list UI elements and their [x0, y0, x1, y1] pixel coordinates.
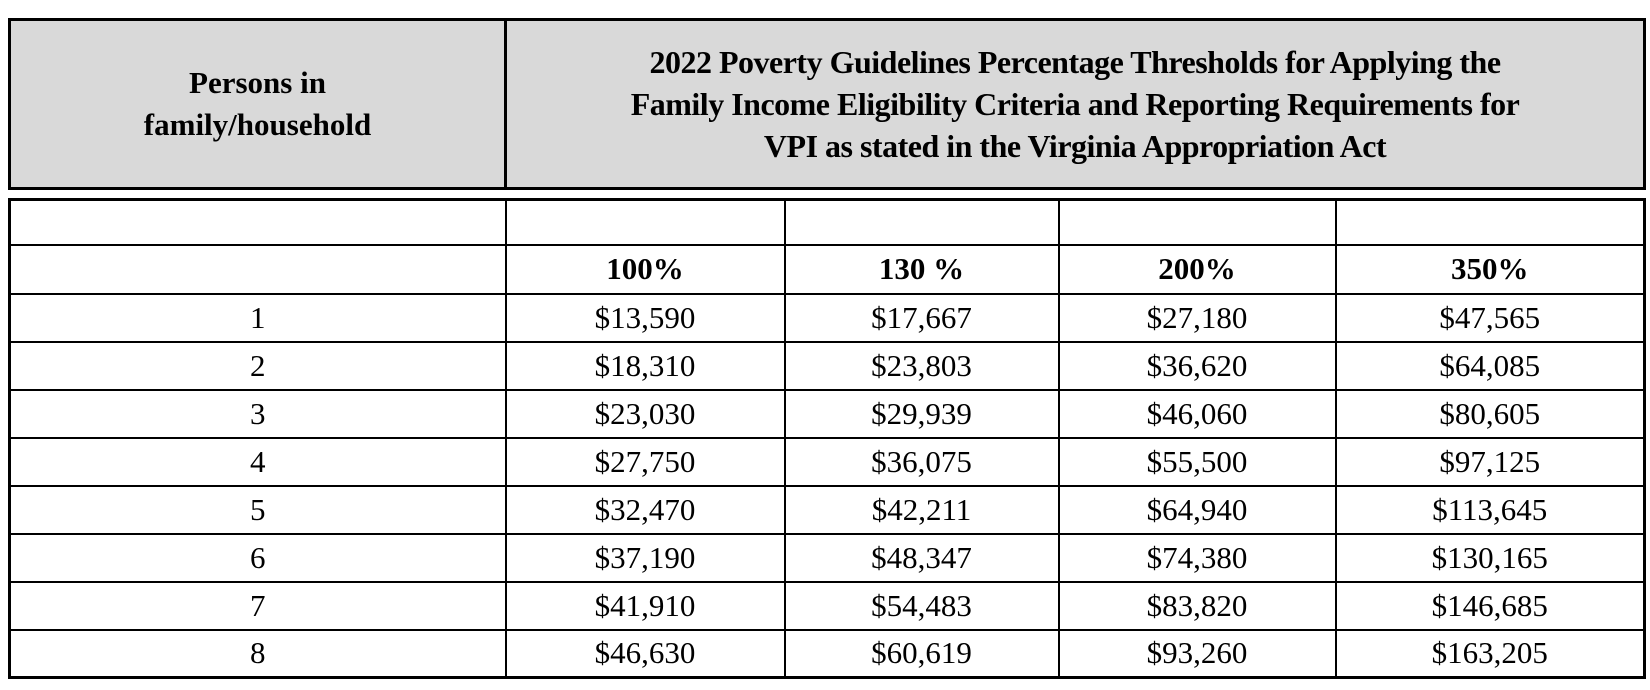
value-cell: $60,619: [783, 628, 1060, 679]
value-cell: $64,085: [1334, 340, 1646, 391]
percent-header-130: 130 %: [783, 243, 1060, 295]
persons-header-line1: Persons in: [189, 65, 326, 101]
table-row: 3 $23,030 $29,939 $46,060 $80,605: [8, 388, 1646, 439]
table-row: 7 $41,910 $54,483 $83,820 $146,685: [8, 580, 1646, 631]
persons-cell: 6: [8, 532, 507, 583]
percent-header-100: 100%: [504, 243, 786, 295]
table-row: 6 $37,190 $48,347 $74,380 $130,165: [8, 532, 1646, 583]
header-row: Persons in family/household 2022 Poverty…: [8, 18, 1646, 190]
percent-header-350: 350%: [1334, 243, 1646, 295]
persons-cell: 2: [8, 340, 507, 391]
poverty-guidelines-table: 100% 130 % 200% 350% 1 $13,590 $17,667 $…: [8, 198, 1646, 679]
table-title-cell: 2022 Poverty Guidelines Percentage Thres…: [504, 18, 1646, 190]
spacer-cell: [1057, 198, 1337, 246]
persons-cell: 3: [8, 388, 507, 439]
value-cell: $23,030: [504, 388, 786, 439]
value-cell: $46,060: [1057, 388, 1337, 439]
table-row: 1 $13,590 $17,667 $27,180 $47,565: [8, 292, 1646, 343]
value-cell: $18,310: [504, 340, 786, 391]
header-table: Persons in family/household 2022 Poverty…: [8, 18, 1646, 190]
table-row: 5 $32,470 $42,211 $64,940 $113,645: [8, 484, 1646, 535]
value-cell: $130,165: [1334, 532, 1646, 583]
table-row: 2 $18,310 $23,803 $36,620 $64,085: [8, 340, 1646, 391]
persons-header-line2: family/household: [143, 107, 372, 142]
value-cell: $27,180: [1057, 292, 1337, 343]
value-cell: $13,590: [504, 292, 786, 343]
value-cell: $36,620: [1057, 340, 1337, 391]
persons-cell: 4: [8, 436, 507, 487]
value-cell: $27,750: [504, 436, 786, 487]
value-cell: $83,820: [1057, 580, 1337, 631]
value-cell: $55,500: [1057, 436, 1337, 487]
value-cell: $80,605: [1334, 388, 1646, 439]
value-cell: $64,940: [1057, 484, 1337, 535]
spacer-row: [8, 198, 1646, 246]
value-cell: $48,347: [783, 532, 1060, 583]
spacer-cell: [783, 198, 1060, 246]
value-cell: $41,910: [504, 580, 786, 631]
value-cell: $97,125: [1334, 436, 1646, 487]
persons-cell: 1: [8, 292, 507, 343]
value-cell: $17,667: [783, 292, 1060, 343]
persons-cell: 7: [8, 580, 507, 631]
table-row: 8 $46,630 $60,619 $93,260 $163,205: [8, 628, 1646, 679]
spacer-cell: [1334, 198, 1646, 246]
spacer-cell: [504, 198, 786, 246]
value-cell: $146,685: [1334, 580, 1646, 631]
percent-header-200: 200%: [1057, 243, 1337, 295]
value-cell: $36,075: [783, 436, 1060, 487]
value-cell: $23,803: [783, 340, 1060, 391]
table-row: 4 $27,750 $36,075 $55,500 $97,125: [8, 436, 1646, 487]
persons-header-cell: Persons in family/household: [8, 18, 507, 190]
percent-header-row: 100% 130 % 200% 350%: [8, 243, 1646, 295]
value-cell: $74,380: [1057, 532, 1337, 583]
persons-cell: 8: [8, 628, 507, 679]
persons-cell: 5: [8, 484, 507, 535]
value-cell: $54,483: [783, 580, 1060, 631]
spacer-cell: [8, 198, 507, 246]
value-cell: $163,205: [1334, 628, 1646, 679]
value-cell: $93,260: [1057, 628, 1337, 679]
value-cell: $37,190: [504, 532, 786, 583]
percent-header-empty-cell: [8, 243, 507, 295]
title-line3: VPI as stated in the Virginia Appropriat…: [763, 128, 1387, 165]
value-cell: $42,211: [783, 484, 1060, 535]
value-cell: $29,939: [783, 388, 1060, 439]
value-cell: $113,645: [1334, 484, 1646, 535]
value-cell: $47,565: [1334, 292, 1646, 343]
value-cell: $46,630: [504, 628, 786, 679]
value-cell: $32,470: [504, 484, 786, 535]
title-line1: 2022 Poverty Guidelines Percentage Thres…: [649, 43, 1501, 80]
title-line2: Family Income Eligibility Criteria and R…: [630, 85, 1520, 122]
